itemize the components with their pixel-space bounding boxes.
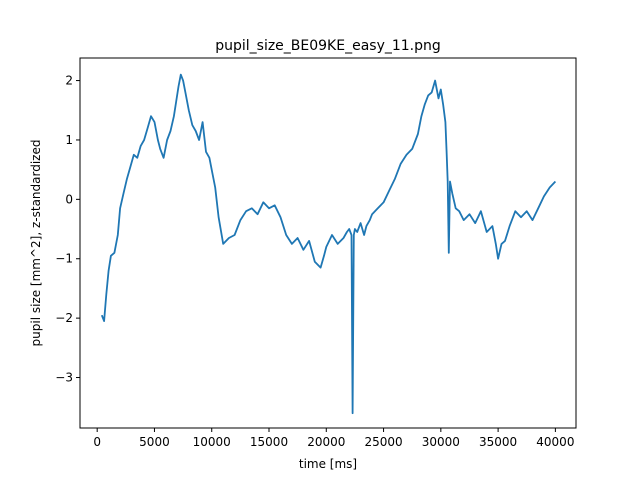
x-tick-label: 15000 — [250, 435, 288, 449]
x-axis-label: time [ms] — [299, 457, 357, 471]
y-tick-label: 2 — [65, 74, 73, 88]
x-tick-label: 20000 — [307, 435, 345, 449]
y-tick-label: −2 — [55, 311, 73, 325]
x-tick-label: 40000 — [536, 435, 574, 449]
x-tick-label: 30000 — [422, 435, 460, 449]
x-tick-label: 0 — [93, 435, 101, 449]
plot-area — [100, 73, 557, 415]
y-axis-label: pupil size [mm^2], z-standardized — [29, 140, 43, 347]
y-tick-label: −1 — [55, 252, 73, 266]
x-axis-ticks: 0 5000 10000 15000 20000 25000 30000 35000 40000 — [93, 428, 574, 449]
y-tick-label: −3 — [55, 371, 73, 385]
x-tick-label: 35000 — [479, 435, 517, 449]
chart-title: pupil_size_BE09KE_easy_11.png — [215, 38, 441, 54]
y-axis-ticks: 2 1 0 −1 −2 −3 — [55, 74, 80, 385]
series-line-pupil-size — [100, 73, 557, 415]
x-tick-label: 5000 — [139, 435, 170, 449]
plot-frame — [79, 57, 577, 429]
y-tick-label: 0 — [65, 192, 73, 206]
x-tick-label: 10000 — [193, 435, 231, 449]
x-tick-label: 25000 — [364, 435, 402, 449]
y-tick-label: 1 — [65, 133, 73, 147]
